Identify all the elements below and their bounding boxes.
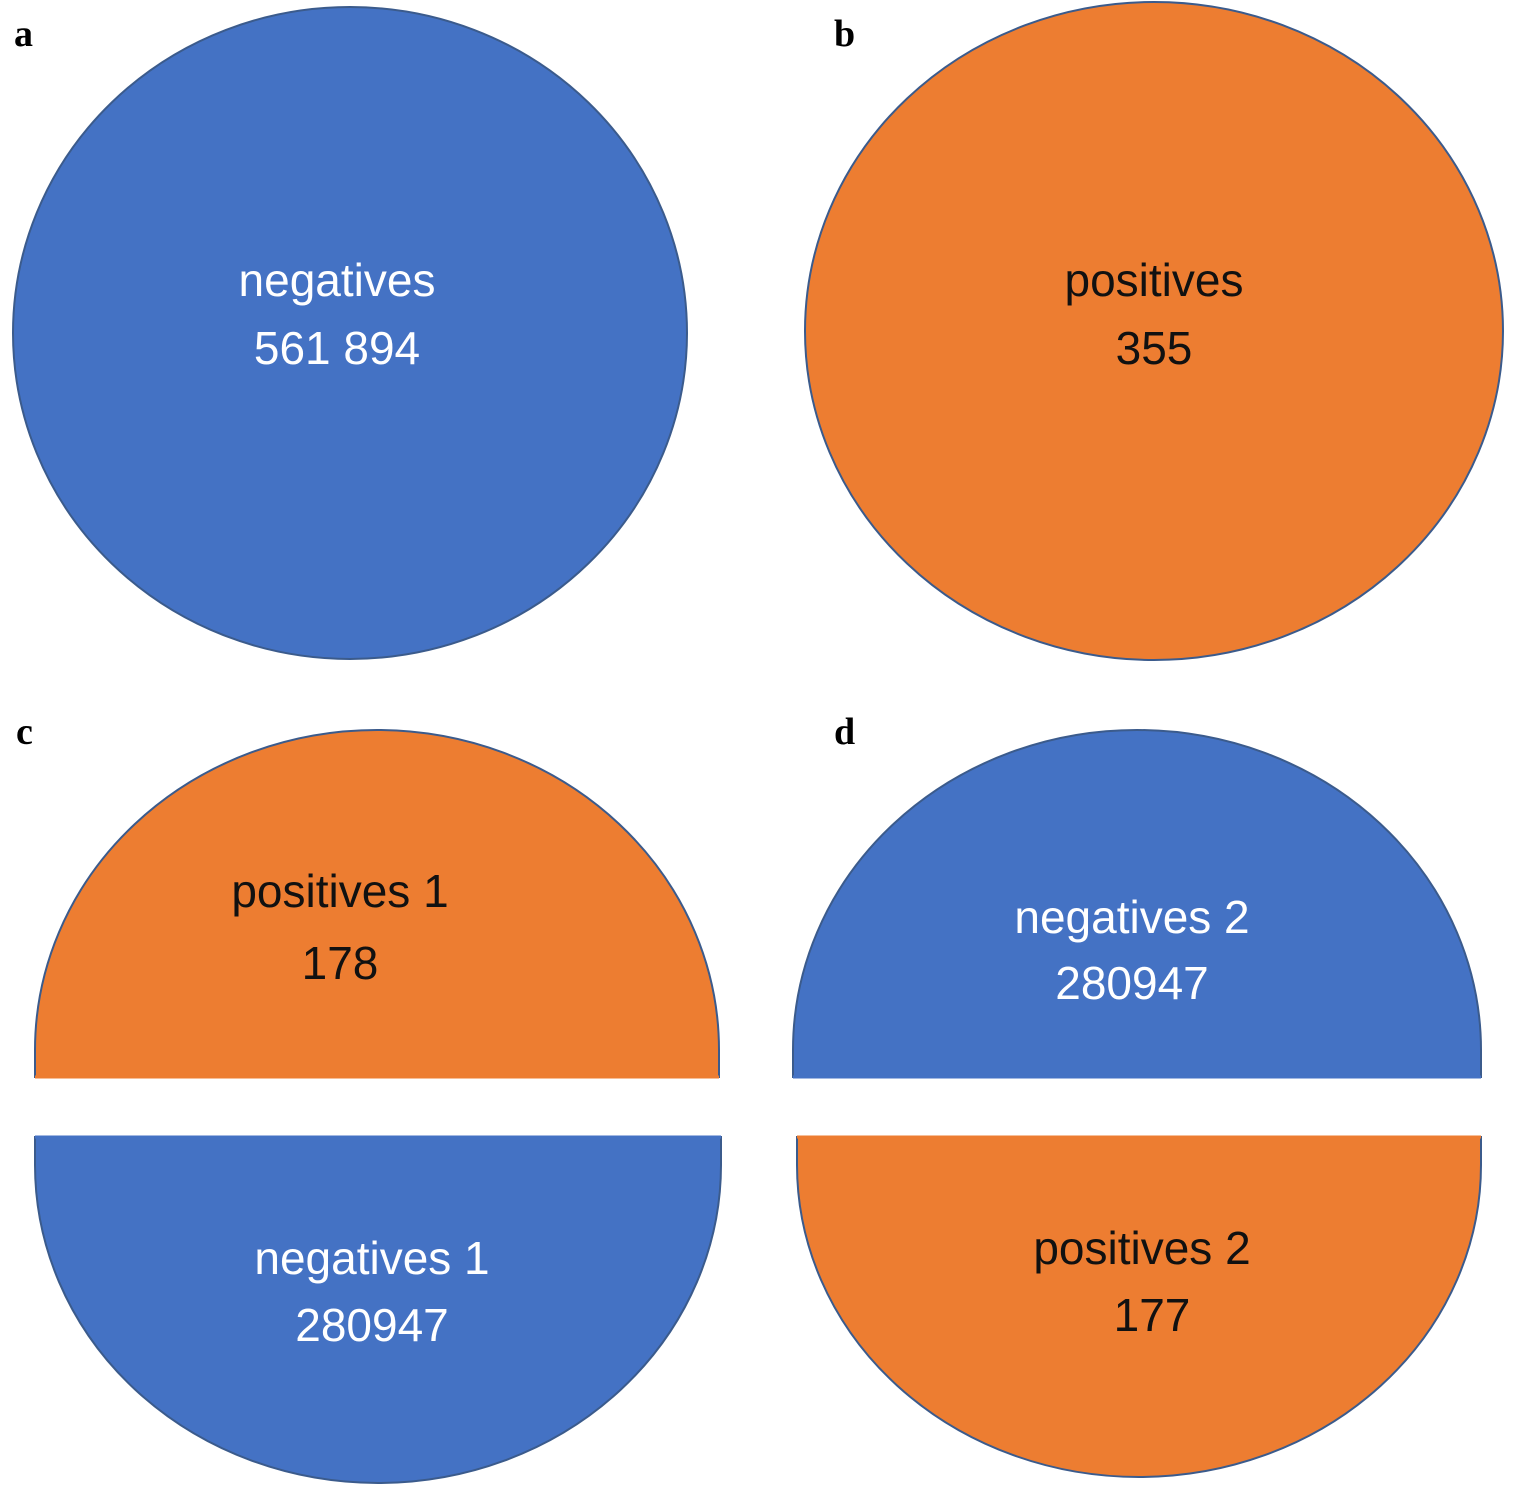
- negatives-circle: [12, 6, 688, 660]
- negatives-2-half: [792, 729, 1482, 1078]
- positives-circle: [804, 1, 1504, 661]
- positives-1-label: positives 1: [231, 865, 448, 917]
- negatives-1-count: 280947: [295, 1299, 449, 1351]
- panel-b: b positives 355: [804, 1, 1504, 661]
- panel-a-letter: a: [14, 13, 33, 55]
- negatives-label: negatives: [239, 254, 436, 306]
- panel-d-letter: d: [834, 711, 855, 753]
- panel-a: a negatives 561 894: [12, 6, 688, 660]
- negatives-2-count: 280947: [1055, 957, 1209, 1009]
- negatives-1-label: negatives 1: [254, 1232, 489, 1284]
- positives-2-label: positives 2: [1033, 1222, 1250, 1274]
- panel-c-letter: c: [16, 711, 33, 753]
- positives-label: positives: [1065, 254, 1244, 306]
- panel-b-letter: b: [834, 13, 855, 55]
- panel-c: c positives 1 178 negatives 1 280947: [16, 711, 722, 1484]
- negatives-2-label: negatives 2: [1014, 891, 1249, 943]
- positives-2-half: [796, 1136, 1482, 1478]
- positives-1-count: 178: [302, 937, 379, 989]
- positives-1-half: [34, 729, 720, 1078]
- positives-2-count: 177: [1114, 1289, 1191, 1341]
- negatives-count: 561 894: [254, 322, 420, 374]
- negatives-1-half: [34, 1136, 722, 1484]
- positives-count: 355: [1116, 322, 1193, 374]
- panel-d: d negatives 2 280947 positives 2 177: [792, 711, 1482, 1478]
